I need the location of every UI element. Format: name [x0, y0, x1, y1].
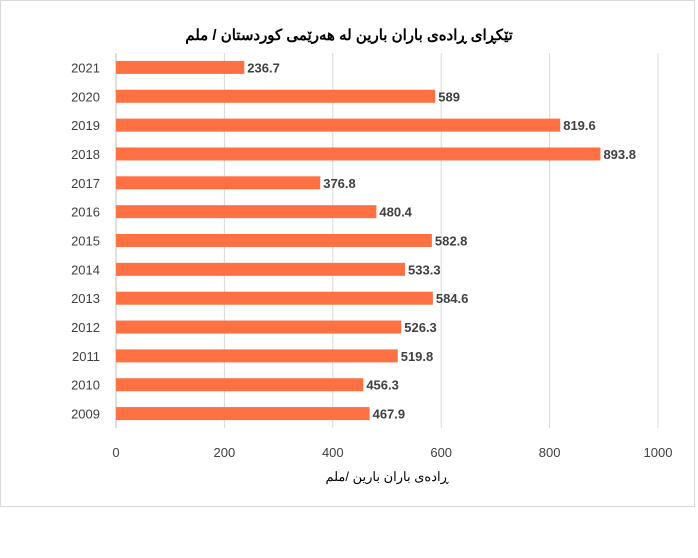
y-tick-label: 2010 — [71, 378, 100, 393]
x-tick-label: 1000 — [644, 445, 673, 460]
bar — [116, 176, 321, 190]
data-label: 236.7 — [247, 60, 280, 75]
chart-title: تێکڕای ڕادەی باران بارین لە هەرێمی کوردس… — [185, 27, 513, 45]
data-label: 526.3 — [404, 320, 437, 335]
y-tick-label: 2019 — [71, 118, 100, 133]
y-tick-label: 2016 — [71, 205, 100, 220]
y-tick-label: 2009 — [71, 407, 100, 422]
bar — [116, 291, 433, 305]
bar — [116, 60, 245, 74]
y-tick-label: 2011 — [72, 349, 100, 364]
bar — [116, 349, 398, 363]
chart-frame — [0, 0, 695, 507]
data-label: 584.6 — [436, 291, 469, 306]
bar — [116, 205, 377, 219]
bar — [116, 378, 364, 392]
bar — [116, 262, 406, 276]
y-tick-label: 2021 — [71, 60, 100, 75]
x-tick-label: 400 — [322, 445, 344, 460]
y-tick-label: 2014 — [71, 262, 100, 277]
x-tick-label: 200 — [214, 445, 236, 460]
data-label: 582.8 — [435, 234, 468, 249]
data-label: 819.6 — [563, 118, 596, 133]
y-tick-label: 2020 — [71, 89, 100, 104]
bar — [116, 234, 432, 247]
bar — [116, 147, 601, 161]
data-label: 519.8 — [401, 349, 434, 364]
bar — [116, 407, 370, 421]
y-tick-label: 2013 — [71, 291, 100, 306]
bar — [116, 320, 402, 334]
data-label: 589 — [438, 89, 460, 104]
data-label: 893.8 — [603, 147, 636, 162]
y-tick-label: 2012 — [71, 320, 100, 335]
data-label: 456.3 — [366, 378, 399, 393]
y-tick-label: 2017 — [71, 176, 100, 191]
data-label: 376.8 — [323, 176, 356, 191]
x-tick-label: 0 — [112, 445, 119, 460]
bar — [116, 118, 561, 132]
y-tick-label: 2018 — [71, 147, 100, 162]
x-tick-label: 800 — [539, 445, 561, 460]
data-label: 467.9 — [373, 407, 406, 422]
bar — [116, 89, 436, 103]
data-label: 480.4 — [379, 205, 412, 220]
data-label: 533.3 — [408, 262, 441, 277]
x-axis-label: ڕادەی باران بارین /ملم — [325, 469, 449, 485]
y-tick-label: 2015 — [71, 234, 100, 249]
x-tick-label: 600 — [430, 445, 452, 460]
